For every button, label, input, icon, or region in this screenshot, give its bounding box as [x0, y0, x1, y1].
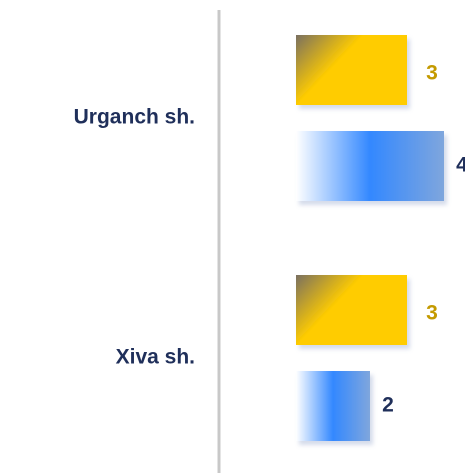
- value-label: 3: [426, 62, 438, 85]
- category-label: Xiva sh.: [116, 346, 195, 369]
- bar: [296, 275, 407, 345]
- bar: [296, 131, 444, 201]
- value-label: 4: [456, 154, 465, 177]
- value-label: 2: [382, 394, 394, 417]
- bar: [296, 35, 407, 105]
- category-label: Urganch sh.: [74, 106, 195, 129]
- bar: [296, 371, 370, 441]
- value-label: 3: [426, 302, 438, 325]
